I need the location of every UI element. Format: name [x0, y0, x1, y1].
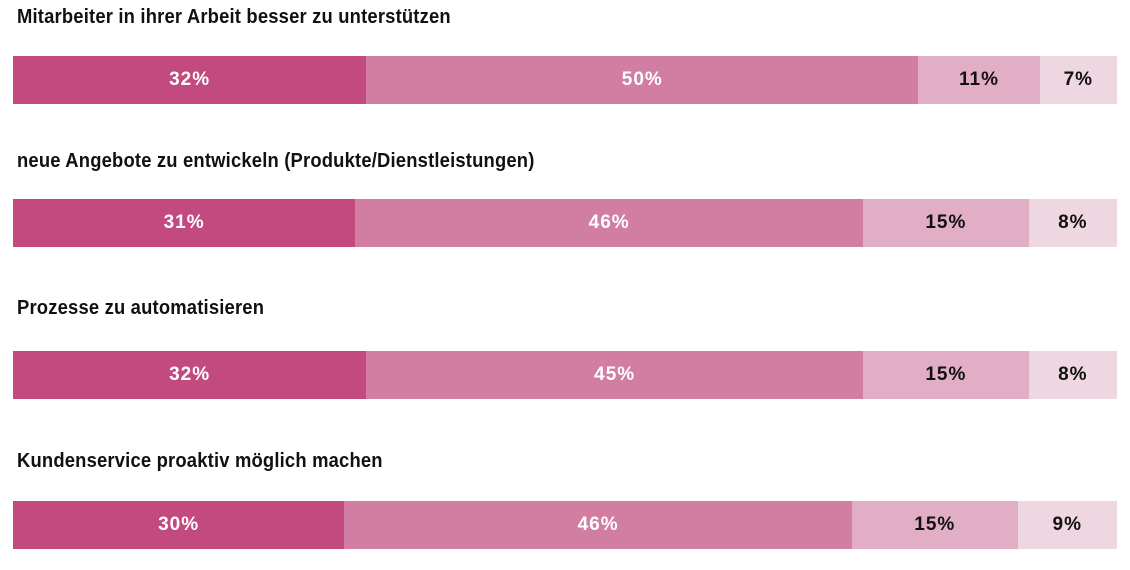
bar-segment: 50%: [366, 56, 919, 104]
bar-segment: 15%: [863, 199, 1029, 247]
stacked-bar: 31% 46% 15% 8%: [13, 199, 1117, 247]
bar-segment: 15%: [863, 351, 1029, 399]
data-label: 32%: [169, 364, 211, 385]
bar-segment: 8%: [1028, 199, 1117, 247]
data-label: 30%: [158, 514, 200, 535]
data-label: 46%: [588, 212, 630, 233]
bar-segment: 8%: [1028, 351, 1117, 399]
data-label: 11%: [958, 69, 999, 90]
bar-segment: 46%: [355, 199, 864, 247]
stacked-bar: 32% 45% 15% 8%: [13, 351, 1117, 399]
data-label: 15%: [925, 364, 967, 385]
data-label: 46%: [577, 514, 619, 535]
data-label: 9%: [1052, 514, 1083, 535]
data-label: 15%: [914, 514, 956, 535]
bar-segment: 45%: [366, 351, 864, 399]
data-label: 32%: [169, 69, 211, 90]
stacked-bar: 32% 50% 11% 7%: [13, 56, 1117, 104]
bar-segment: 11%: [918, 56, 1040, 104]
data-label: 50%: [621, 69, 663, 90]
data-label: 7%: [1063, 69, 1094, 90]
data-label: 15%: [925, 212, 967, 233]
category-label: neue Angebote zu entwickeln (Produkte/Di…: [17, 150, 535, 172]
bar-segment: 46%: [344, 501, 853, 549]
bar-segment: 30%: [13, 501, 345, 549]
data-label: 8%: [1058, 212, 1088, 233]
data-label: 31%: [163, 212, 205, 233]
category-label: Prozesse zu automatisieren: [17, 297, 265, 319]
data-label: 8%: [1058, 364, 1088, 385]
bar-segment: 32%: [13, 56, 367, 104]
category-label: Mitarbeiter in ihrer Arbeit besser zu un…: [17, 6, 451, 28]
bar-segment: 15%: [852, 501, 1018, 549]
bar-segment: 9%: [1017, 501, 1117, 549]
bar-segment: 31%: [13, 199, 356, 247]
category-label: Kundenservice proaktiv möglich machen: [17, 450, 383, 472]
stacked-bar: 30% 46% 15% 9%: [13, 501, 1117, 549]
bar-segment: 7%: [1039, 56, 1117, 104]
bar-segment: 32%: [13, 351, 367, 399]
data-label: 45%: [594, 364, 636, 385]
